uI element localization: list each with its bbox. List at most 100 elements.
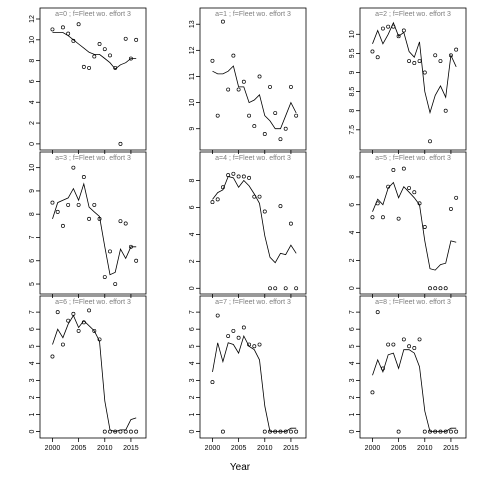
observed-point — [87, 216, 92, 221]
observed-point — [401, 28, 406, 33]
observed-point — [252, 344, 257, 349]
observed-point — [66, 318, 71, 323]
observed-point — [226, 87, 231, 92]
observed-point — [401, 337, 406, 342]
observed-point — [241, 174, 246, 179]
y-tick-label: 9 — [349, 70, 356, 74]
y-tick-label: 1 — [189, 412, 196, 416]
observed-point — [220, 19, 225, 24]
observed-point — [81, 64, 86, 69]
observed-point — [231, 328, 236, 333]
y-tick-label: 1 — [29, 412, 36, 416]
fitted-line — [52, 314, 137, 433]
observed-point — [113, 282, 118, 286]
observed-point — [66, 202, 71, 207]
observed-point — [60, 25, 65, 30]
panel-frame — [199, 295, 307, 439]
observed-point — [273, 286, 278, 291]
observed-point — [50, 200, 55, 205]
observed-point — [386, 184, 391, 189]
y-tick-label: 4 — [189, 232, 196, 236]
panel-frame — [359, 151, 467, 295]
y-tick-label: 11 — [189, 73, 196, 80]
y-tick-label: 8 — [349, 109, 356, 113]
observed-point — [257, 342, 262, 347]
panel: a=0 ; f=Fleet wo. effort 3 0 2 4 6 8 10 12 — [29, 7, 147, 154]
y-tick-label: 2 — [29, 121, 36, 125]
observed-point — [422, 225, 427, 229]
observed-point — [113, 429, 118, 434]
observed-point — [97, 337, 102, 342]
x-tick-label: 2015 — [283, 445, 299, 452]
fitted-line — [212, 176, 297, 264]
observed-point — [134, 258, 139, 263]
panel: a=2 ; f=Fleet wo. effort 3 7.5 8 8.5 9 9.5 10 — [349, 7, 467, 154]
y-tick-label: 5 — [349, 344, 356, 348]
y-tick-label: 0 — [189, 430, 196, 434]
panel-frame — [39, 151, 147, 295]
observed-point — [108, 429, 112, 434]
panel-strip-label: a=1 ; f=Fleet wo. effort 3 — [215, 11, 291, 18]
y-tick-label: 12 — [29, 15, 36, 23]
observed-point — [370, 49, 375, 54]
observed-point — [278, 204, 283, 209]
observed-point — [123, 429, 128, 434]
observed-point — [283, 286, 288, 291]
panel-strip-label: a=0 ; f=Fleet wo. effort 3 — [55, 11, 131, 18]
y-tick-label: 7 — [29, 235, 36, 239]
observed-point — [375, 310, 380, 315]
observed-point — [92, 328, 97, 333]
observed-point — [428, 286, 432, 291]
observed-point — [102, 47, 107, 52]
observed-point — [370, 215, 375, 220]
fitted-line — [52, 182, 137, 276]
x-axis-title: Year — [230, 462, 251, 473]
observed-point — [262, 209, 267, 214]
y-tick-label: 8 — [349, 175, 356, 179]
y-tick-label: 1 — [349, 412, 356, 416]
fitted-line — [372, 181, 457, 271]
x-tick-label: 2005 — [391, 445, 407, 452]
observed-point — [380, 215, 385, 220]
y-tick-label: 6 — [349, 327, 356, 331]
observed-point — [443, 108, 448, 113]
observed-point — [283, 126, 288, 131]
observed-point — [422, 70, 427, 75]
observed-point — [81, 320, 86, 325]
observed-point — [123, 221, 128, 226]
observed-point — [236, 174, 241, 179]
observed-point — [241, 79, 246, 84]
panel: a=3 ; f=Fleet wo. effort 3 5 6 7 8 9 10 — [29, 151, 147, 298]
observed-point — [391, 24, 396, 29]
panel-frame — [199, 151, 307, 295]
observed-point — [257, 74, 262, 79]
x-tick-label: 2010 — [417, 445, 433, 452]
observed-point — [391, 342, 396, 347]
observed-point — [273, 429, 278, 434]
y-tick-label: 9 — [189, 127, 196, 131]
y-tick-label: 4 — [189, 361, 196, 365]
observed-point — [370, 390, 375, 395]
panel: a=7 ; f=Fleet wo. effort 3 0 1 2 3 4 5 6 7 2000 20… — [189, 295, 307, 452]
y-tick-label: 6 — [189, 327, 196, 331]
observed-point — [60, 223, 65, 228]
observed-point — [454, 195, 459, 200]
observed-point — [71, 165, 76, 170]
panel: a=8 ; f=Fleet wo. effort 3 0 1 2 3 4 5 6 7 2000 20… — [349, 295, 467, 452]
observed-point — [433, 53, 438, 58]
panel-strip-label: a=8 ; f=Fleet wo. effort 3 — [375, 299, 451, 306]
observed-point — [294, 429, 299, 434]
observed-point — [97, 42, 102, 46]
y-tick-label: 2 — [29, 395, 36, 399]
observed-point — [438, 429, 443, 434]
observed-point — [81, 175, 86, 179]
observed-point — [50, 27, 55, 32]
observed-point — [252, 194, 257, 199]
y-tick-label: 3 — [29, 378, 36, 382]
y-tick-label: 4 — [29, 361, 36, 365]
observed-point — [443, 429, 448, 434]
observed-point — [236, 87, 241, 92]
fitted-line — [212, 65, 297, 130]
y-tick-label: 0 — [349, 286, 356, 290]
